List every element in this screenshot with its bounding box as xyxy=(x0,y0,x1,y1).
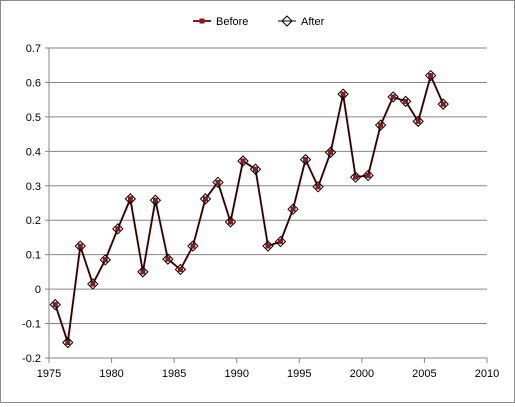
point-before xyxy=(240,158,246,164)
point-after xyxy=(299,153,312,166)
point-after xyxy=(199,193,212,205)
y-tick-label: 0.1 xyxy=(26,250,41,262)
point-before xyxy=(340,91,346,97)
point-after xyxy=(412,115,424,128)
point-before xyxy=(390,94,396,100)
point-after xyxy=(212,176,224,189)
point-after xyxy=(337,88,349,100)
point-after xyxy=(112,223,124,235)
legend-marker-square xyxy=(199,18,205,24)
x-tick-label: 1975 xyxy=(37,368,61,380)
x-tick-label: 1995 xyxy=(287,368,311,380)
point-after xyxy=(62,336,74,349)
y-tick-label: -0.1 xyxy=(22,319,41,331)
point-after xyxy=(437,98,449,110)
point-after xyxy=(162,253,174,265)
point-before xyxy=(415,118,421,124)
legend-label: Before xyxy=(216,16,248,28)
y-tick-label: 0.4 xyxy=(26,146,41,158)
point-before xyxy=(127,196,133,202)
x-tick-label: 1990 xyxy=(224,368,248,380)
point-before xyxy=(202,196,208,202)
y-tick-label: 0 xyxy=(35,284,41,296)
point-before xyxy=(328,149,334,155)
point-after xyxy=(362,169,374,182)
point-after xyxy=(262,240,274,252)
y-tick-label: 0.6 xyxy=(26,77,41,89)
point-after xyxy=(224,216,237,228)
point-after xyxy=(237,155,249,167)
point-before xyxy=(365,172,371,178)
point-before xyxy=(290,206,296,212)
point-before xyxy=(165,256,171,262)
axes xyxy=(45,47,488,363)
point-after xyxy=(287,203,299,215)
point-after xyxy=(87,278,99,290)
point-after xyxy=(99,254,112,266)
point-before xyxy=(227,219,233,225)
y-tick-label: 0.2 xyxy=(26,215,41,227)
point-after xyxy=(137,266,149,278)
series-line-after xyxy=(54,74,444,343)
point-before xyxy=(65,340,71,345)
x-tick-label: 2005 xyxy=(412,368,436,380)
point-after xyxy=(399,95,412,108)
point-before xyxy=(90,281,96,287)
point-after xyxy=(324,146,337,159)
point-after xyxy=(249,163,262,175)
x-tick-label: 2000 xyxy=(350,368,374,380)
y-tick-label: 0.5 xyxy=(26,112,41,124)
point-before xyxy=(440,101,446,107)
point-before xyxy=(378,122,384,128)
x-tick-label: 2010 xyxy=(475,368,499,380)
point-before xyxy=(190,243,196,249)
point-before xyxy=(177,266,183,272)
legend-marker-diamond xyxy=(281,15,293,27)
point-before xyxy=(265,243,271,249)
point-after xyxy=(349,171,362,183)
legend: Before After xyxy=(193,15,325,28)
y-tick-labels: -0.2 -0.1 0 0.1 0.2 0.3 0.4 0.5 0.6 0.7 xyxy=(22,43,41,365)
point-after xyxy=(49,298,61,311)
point-before xyxy=(315,184,321,190)
point-after xyxy=(374,119,387,131)
point-after xyxy=(174,263,187,276)
point-after xyxy=(187,240,199,252)
point-after xyxy=(74,240,86,252)
y-tick-label: -0.2 xyxy=(22,353,41,365)
x-tick-labels: 1975 1980 1985 1990 1995 2000 2005 2010 xyxy=(37,368,499,380)
point-after xyxy=(274,235,287,248)
x-tick-label: 1985 xyxy=(162,368,186,380)
point-before xyxy=(115,226,121,232)
grid-lines xyxy=(49,47,487,325)
legend-label: After xyxy=(301,16,325,28)
point-after xyxy=(424,69,437,82)
series-group xyxy=(49,69,449,349)
point-before xyxy=(77,243,83,249)
point-after xyxy=(124,193,137,205)
x-tick-label: 1980 xyxy=(99,368,123,380)
point-before xyxy=(52,302,58,308)
point-after xyxy=(312,181,324,193)
point-after xyxy=(387,91,399,103)
point-before xyxy=(152,197,158,203)
point-after xyxy=(149,194,162,206)
point-before xyxy=(303,157,309,163)
point-before xyxy=(252,166,258,172)
point-before xyxy=(353,174,359,180)
point-before xyxy=(403,98,409,104)
point-before xyxy=(215,179,221,185)
point-before xyxy=(428,73,434,79)
point-before xyxy=(102,257,108,263)
point-before xyxy=(140,269,146,275)
y-tick-label: 0.3 xyxy=(26,181,41,193)
point-before xyxy=(278,239,284,245)
y-tick-label: 0.7 xyxy=(26,43,41,55)
